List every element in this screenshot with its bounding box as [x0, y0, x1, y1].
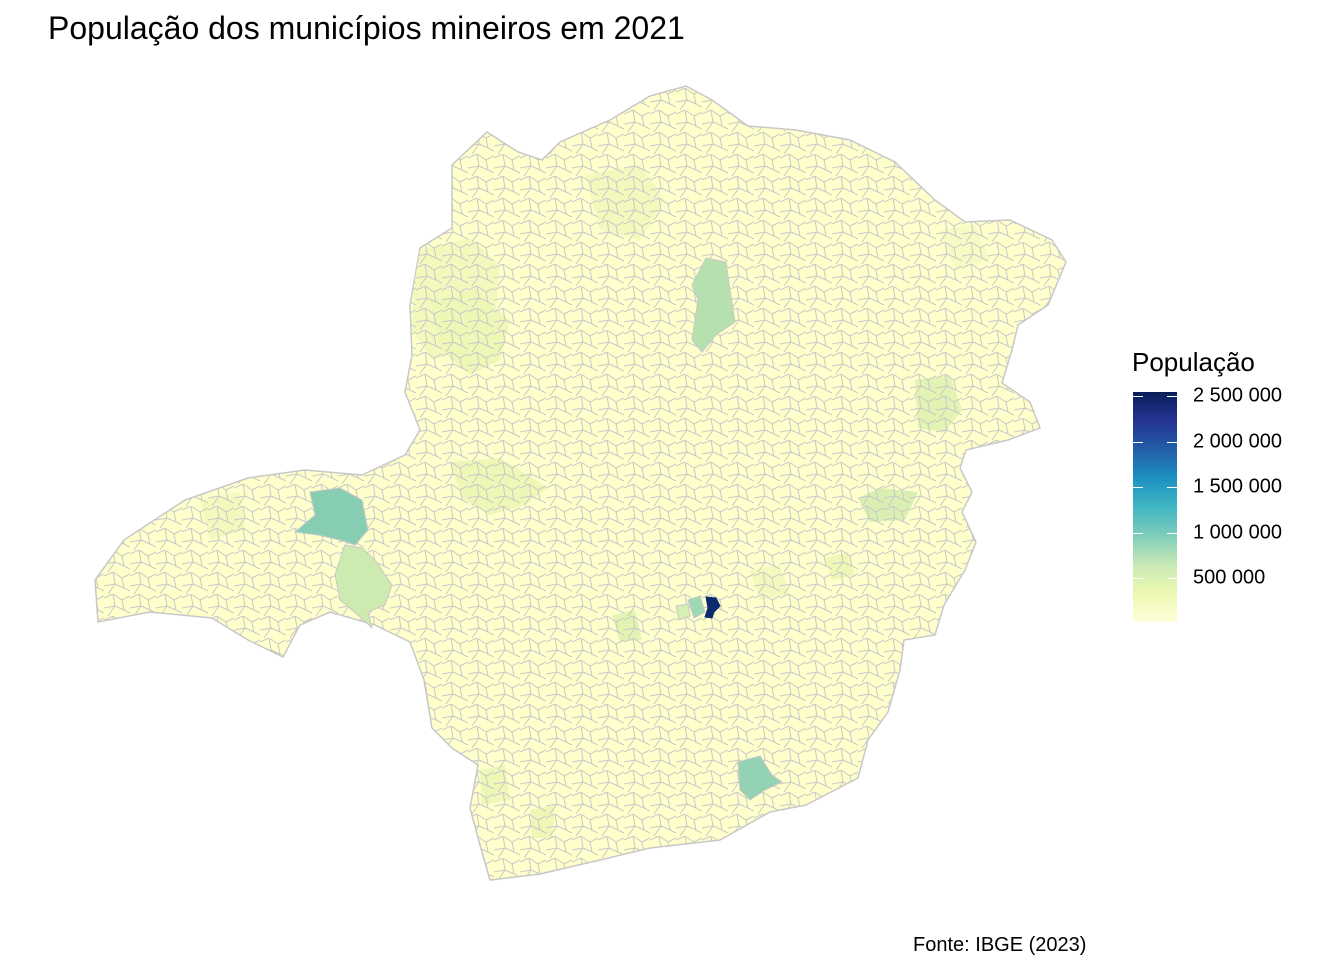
municipality-uberlandia: [293, 487, 369, 546]
legend-colorbar: [1133, 392, 1177, 622]
legend-tick-label: 2 500 000: [1193, 384, 1282, 407]
municipality-uberaba: [334, 544, 393, 630]
legend-tick-mark-right: [1167, 532, 1177, 534]
municipality-belo-horizonte: [704, 596, 721, 619]
legend-tick-label: 1 500 000: [1193, 475, 1282, 498]
legend-tick-mark-right: [1167, 578, 1177, 579]
legend-tick-mark-left: [1133, 441, 1143, 443]
legend-tick-mark-right: [1167, 487, 1177, 488]
legend-tick-mark-right: [1167, 441, 1177, 443]
municipality-betim: [675, 603, 691, 621]
source-caption: Fonte: IBGE (2023): [913, 934, 1087, 956]
legend-tick-mark-right: [1167, 396, 1177, 397]
legend-tick-mark-left: [1133, 532, 1143, 534]
legend-tick-label: 2 000 000: [1193, 430, 1282, 452]
municipality-juiz-de-fora: [737, 755, 783, 801]
legend-tick-label: 1 000 000: [1193, 521, 1282, 543]
legend-title: População: [1132, 347, 1255, 377]
legend-tick-label: 500 000: [1193, 566, 1266, 589]
municipality-montes-claros: [691, 257, 736, 353]
legend-tick-mark-left: [1133, 487, 1143, 488]
map-title: População dos municípios mineiros em 202…: [48, 10, 685, 46]
legend-tick-mark-left: [1133, 578, 1143, 579]
legend-tick-mark-left: [1133, 396, 1143, 397]
municipality-contagem: [687, 595, 706, 619]
